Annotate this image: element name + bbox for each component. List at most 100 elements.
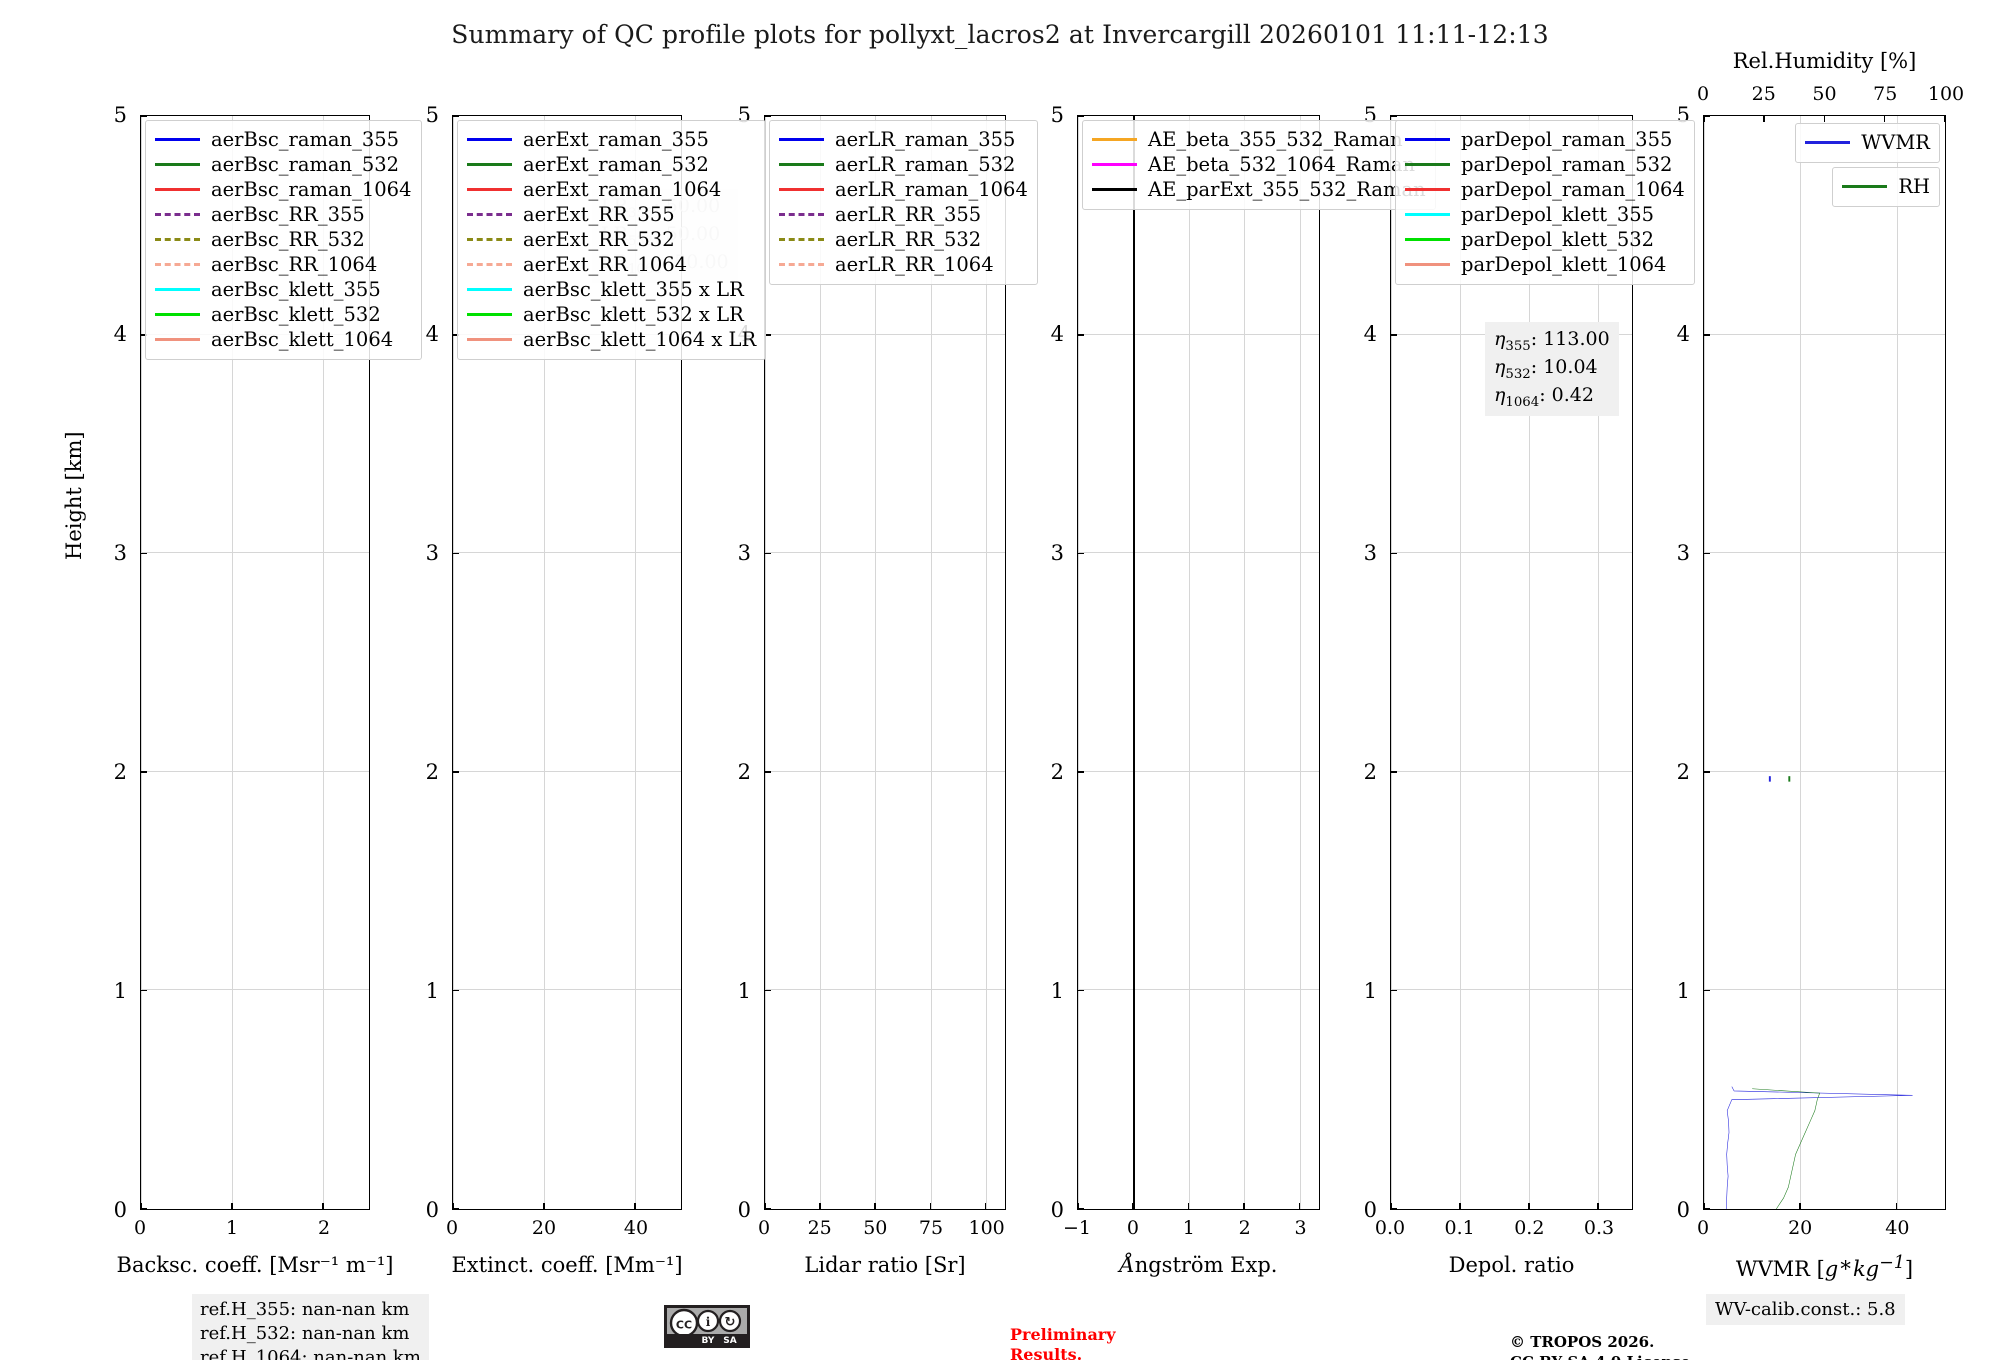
legend-item-label: aerBsc_raman_1064 <box>211 177 412 201</box>
y-tick-label: 0 <box>1050 1198 1064 1222</box>
x-tick-mark <box>1895 1203 1898 1209</box>
y-tick-mark <box>1391 1208 1397 1209</box>
marker-wvmr-2km <box>1768 776 1771 782</box>
legend-item-aerlr-raman-1064[interactable]: aerLR_raman_1064 <box>779 177 1028 202</box>
reference-height-box: ref.H_355: nan-nan km ref.H_532: nan-nan… <box>192 1294 429 1360</box>
page-title: Summary of QC profile plots for pollyxt_… <box>451 20 1549 49</box>
legend-item-rh[interactable]: RH <box>1842 174 1930 199</box>
legend-item-pardepol-raman-355[interactable]: parDepol_raman_355 <box>1405 127 1685 152</box>
legend-lidar-ratio[interactable]: aerLR_raman_355 aerLR_raman_532 aerLR_rama… <box>769 120 1038 285</box>
x-tick-mark <box>322 1203 324 1209</box>
legend-line-swatch <box>1405 188 1450 191</box>
legend-item-aerlr-rr-532[interactable]: aerLR_RR_532 <box>779 227 1028 252</box>
legend-item-aerext-raman-532[interactable]: aerExt_raman_532 <box>467 152 756 177</box>
legend-item-aerbsc-raman-1064[interactable]: aerBsc_raman_1064 <box>155 177 412 202</box>
y-tick-mark <box>1704 771 1710 773</box>
legend-line-swatch <box>1405 163 1450 166</box>
x-tick-label: 75 <box>918 1217 944 1239</box>
legend-item-pardepol-raman-532[interactable]: parDepol_raman_532 <box>1405 152 1685 177</box>
x-tick-label: 1 <box>1182 1217 1195 1239</box>
gridline-horizontal <box>141 552 369 554</box>
legend-item-aerlr-rr-355[interactable]: aerLR_RR_355 <box>779 202 1028 227</box>
y-axis-label: Height [km] <box>62 431 86 560</box>
legend-item-aerbsc-klett-355[interactable]: aerBsc_klett_355 <box>155 277 412 302</box>
y-tick-label: 0 <box>425 1198 439 1222</box>
legend-line-swatch <box>1405 213 1450 216</box>
y-tick-mark <box>141 771 147 773</box>
y-tick-mark <box>1391 771 1397 773</box>
legend-item-aerext-rr-355[interactable]: aerExt_RR_355 <box>467 202 756 227</box>
x-tick-mark <box>1459 1203 1461 1209</box>
legend-item-aerext-raman-355[interactable]: aerExt_raman_355 <box>467 127 756 152</box>
legend-line-swatch <box>155 313 200 316</box>
y-tick-mark <box>1704 552 1710 555</box>
legend-item-ae-beta-532-1064-raman[interactable]: AE_beta_532_1064_Raman <box>1092 152 1426 177</box>
legend-line-swatch <box>467 213 512 216</box>
legend-line-swatch <box>779 213 824 216</box>
legend-item-aerbsc-raman-532[interactable]: aerBsc_raman_532 <box>155 152 412 177</box>
legend-item-ae-beta-355-532-raman[interactable]: AE_beta_355_532_Raman <box>1092 127 1426 152</box>
legend-item-label: aerExt_raman_355 <box>523 127 709 151</box>
legend-wvmr-rh[interactable]: WVMR <box>1795 123 1940 163</box>
x-tick-label: 0 <box>1126 1217 1139 1239</box>
legend-item-label: aerLR_raman_355 <box>835 127 1016 151</box>
svg-text:↻: ↻ <box>725 1315 736 1330</box>
legend-item-pardepol-raman-1064[interactable]: parDepol_raman_1064 <box>1405 177 1685 202</box>
legend-item-label: aerBsc_klett_355 <box>211 277 381 301</box>
x-tick-mark <box>929 1203 932 1209</box>
y-tick-label: 2 <box>113 760 127 784</box>
x-tick-mark <box>1704 1203 1705 1209</box>
legend-item-aerbsc-klett-355-x-lr[interactable]: aerBsc_klett_355 x LR <box>467 277 756 302</box>
legend-item-label: aerLR_raman_532 <box>835 152 1016 176</box>
legend-item-ae-parext-355-532-raman[interactable]: AE_parExt_355_532_Raman <box>1092 177 1426 202</box>
legend-item-aerbsc-rr-532[interactable]: aerBsc_RR_532 <box>155 227 412 252</box>
legend-item-aerbsc-klett-1064[interactable]: aerBsc_klett_1064 <box>155 327 412 352</box>
gridline-vertical <box>544 116 546 1209</box>
x-tick-mark <box>634 1203 636 1209</box>
legend-backscatter[interactable]: aerBsc_raman_355 aerBsc_raman_532 aerBsc_r… <box>145 120 422 360</box>
legend-item-aerext-rr-532[interactable]: aerExt_RR_532 <box>467 227 756 252</box>
legend-item-aerlr-raman-532[interactable]: aerLR_raman_532 <box>779 152 1028 177</box>
legend-item-aerbsc-rr-355[interactable]: aerBsc_RR_355 <box>155 202 412 227</box>
legend-item-aerbsc-klett-1064-x-lr[interactable]: aerBsc_klett_1064 x LR <box>467 327 756 352</box>
legend-line-swatch <box>1842 185 1888 188</box>
legend-depol-ratio[interactable]: parDepol_raman_355 parDepol_raman_532 parD… <box>1395 120 1695 285</box>
gridline-vertical <box>453 116 454 1209</box>
y-tick-label: 5 <box>425 103 439 127</box>
panel-extinction: 0 1 2 3 4 5 0 20 40 Extinct. coeff. [Mm⁻¹] aerExt_… <box>426 103 767 1277</box>
data-trace-rh <box>1752 1089 1819 1209</box>
y-tick-mark <box>1704 1208 1710 1209</box>
legend-extinction[interactable]: aerExt_raman_355 aerExt_raman_532 aerExt_r… <box>457 120 767 360</box>
legend-item-label: aerLR_RR_355 <box>835 202 982 226</box>
top-x-tick-mark <box>1763 116 1765 122</box>
y-tick-label: 1 <box>1676 979 1690 1003</box>
legend-item-aerbsc-rr-1064[interactable]: aerBsc_RR_1064 <box>155 252 412 277</box>
legend-item-aerlr-raman-355[interactable]: aerLR_raman_355 <box>779 127 1028 152</box>
preliminary-line-2: Results. <box>1010 1345 1083 1360</box>
legend-item-wvmr[interactable]: WVMR <box>1805 130 1930 155</box>
legend-line-swatch <box>467 263 512 266</box>
legend-item-pardepol-klett-532[interactable]: parDepol_klett_532 <box>1405 227 1685 252</box>
legend-angstrom-exponent[interactable]: AE_beta_355_532_Raman AE_beta_532_1064_Ra… <box>1082 120 1436 210</box>
y-tick-mark <box>1078 552 1084 555</box>
y-tick-mark <box>453 552 459 555</box>
y-tick-mark <box>1391 334 1397 336</box>
axes-depol-ratio <box>1390 115 1633 1210</box>
gridline-horizontal <box>1704 989 1945 991</box>
legend-item-pardepol-klett-355[interactable]: parDepol_klett_355 <box>1405 202 1685 227</box>
gridline-vertical <box>1598 116 1600 1209</box>
legend-item-aerext-rr-1064[interactable]: aerExt_RR_1064 <box>467 252 756 277</box>
legend-item-aerlr-rr-1064[interactable]: aerLR_RR_1064 <box>779 252 1028 277</box>
legend-item-aerbsc-klett-532-x-lr[interactable]: aerBsc_klett_532 x LR <box>467 302 756 327</box>
gridline-horizontal <box>453 770 681 772</box>
gridline-vertical <box>635 116 637 1209</box>
legend-item-aerbsc-raman-355[interactable]: aerBsc_raman_355 <box>155 127 412 152</box>
y-tick-mark <box>453 771 459 773</box>
x-tick-mark <box>1132 1203 1135 1209</box>
x-tick-mark <box>765 1203 766 1209</box>
legend-item-aerbsc-klett-532[interactable]: aerBsc_klett_532 <box>155 302 412 327</box>
legend-item-pardepol-klett-1064[interactable]: parDepol_klett_1064 <box>1405 252 1685 277</box>
legend-item-aerext-raman-1064[interactable]: aerExt_raman_1064 <box>467 177 756 202</box>
gridline-horizontal <box>1704 770 1945 772</box>
legend-wvmr-rh-secondary[interactable]: RH <box>1832 167 1940 207</box>
